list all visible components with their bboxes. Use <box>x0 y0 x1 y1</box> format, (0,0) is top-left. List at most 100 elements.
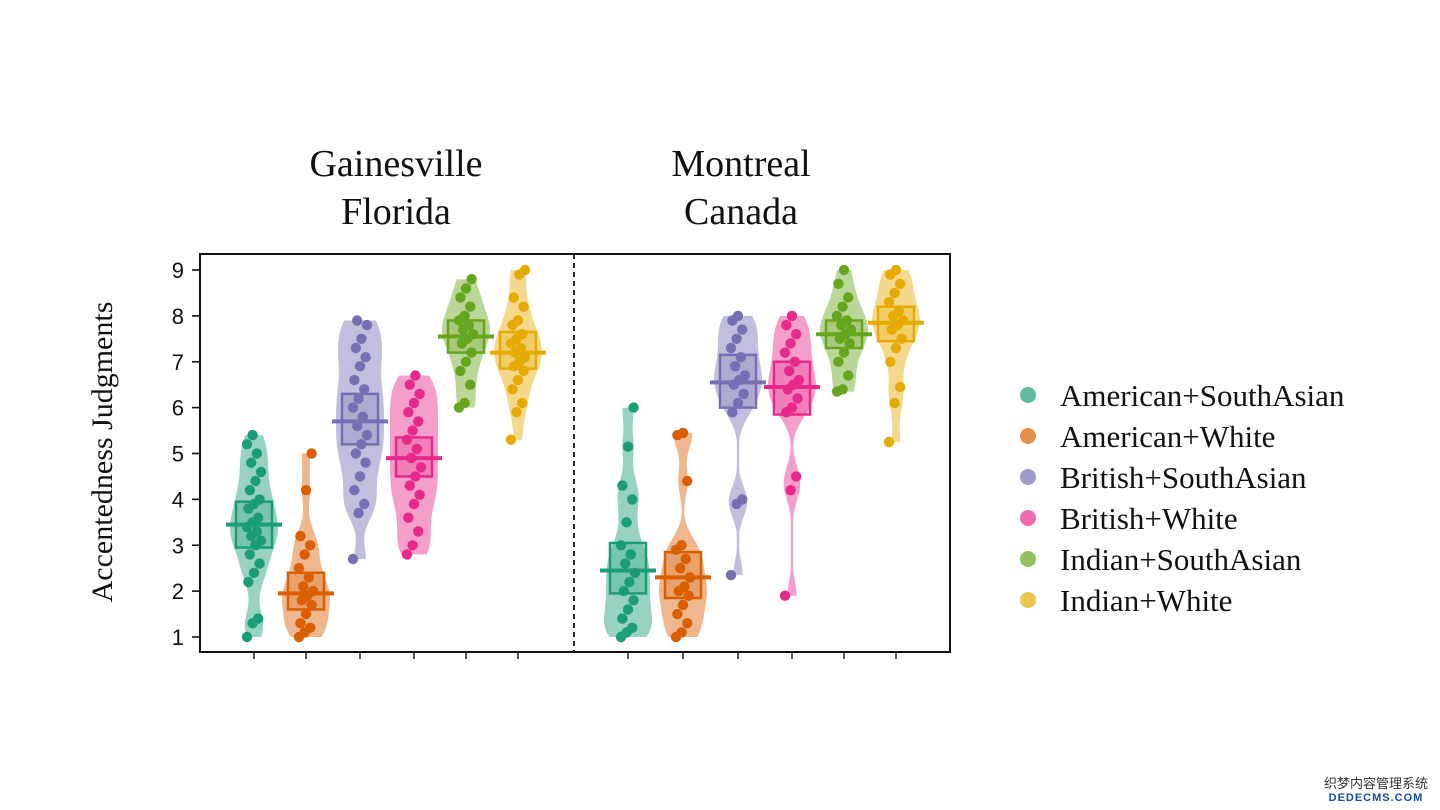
p1-british-southasian-point-1 <box>347 553 359 565</box>
p1-american-white-point-16 <box>300 485 312 496</box>
p2-british-southasian-point-16 <box>732 310 744 322</box>
p1-indian-southasian-point-6 <box>466 347 477 358</box>
p2-british-white-point-9 <box>793 374 805 386</box>
legend-swatch-british-southasian <box>1020 469 1036 485</box>
p1-british-white-point-11 <box>411 443 422 455</box>
legend-label-american-white: American+White <box>1060 419 1275 454</box>
p1-indian-white-point-6 <box>518 365 529 377</box>
p2-american-white-point-4 <box>672 608 683 620</box>
legend-label-indian-white: Indian+White <box>1060 583 1232 618</box>
p2-american-southasian-point-11 <box>625 549 636 560</box>
p1-indian-white-point-14 <box>517 329 528 340</box>
p1-american-white-point-11 <box>303 572 314 583</box>
p1-british-southasian-point-21 <box>352 315 363 326</box>
p2-british-white-point-10 <box>784 365 795 377</box>
p2-british-southasian-group <box>710 310 766 659</box>
y-tick-label-6: 6 <box>172 396 184 421</box>
p1-british-white-point-5 <box>408 498 420 510</box>
p1-british-white-point-16 <box>408 397 420 409</box>
p1-british-white-point-15 <box>403 407 414 418</box>
p1-american-southasian-point-1 <box>241 631 253 643</box>
p1-american-southasian-group <box>226 429 282 659</box>
p2-indian-southasian-point-14 <box>843 292 854 303</box>
p1-british-southasian-point-4 <box>349 485 360 496</box>
p1-british-southasian-point-20 <box>361 319 373 331</box>
p1-american-southasian-point-18 <box>244 485 255 496</box>
y-tick-label-4: 4 <box>172 487 184 512</box>
p1-british-southasian-point-17 <box>360 352 371 363</box>
p1-british-southasian-point-16 <box>354 361 366 372</box>
p2-indian-southasian-point-12 <box>831 310 843 322</box>
p2-american-white-point-10 <box>675 563 686 574</box>
p1-american-southasian-point-9 <box>255 535 267 546</box>
p2-american-white-violin <box>659 432 707 637</box>
y-tick-label-7: 7 <box>172 350 184 375</box>
p1-american-southasian-point-19 <box>250 475 261 487</box>
p1-american-white-point-10 <box>298 581 309 592</box>
p2-british-southasian-point-10 <box>730 361 741 372</box>
p2-american-white-point-16 <box>677 427 689 439</box>
y-axis: 1 2 3 4 5 6 7 8 9 <box>172 258 200 650</box>
p1-british-white-point-17 <box>414 388 425 400</box>
legend: American+SouthAsian American+White British… <box>1020 378 1345 618</box>
p2-american-white-point-3 <box>682 618 693 629</box>
p2-american-southasian-point-6 <box>628 595 639 606</box>
legend-label-british-southasian: British+SouthAsian <box>1060 460 1307 495</box>
p1-british-white-point-14 <box>413 416 424 427</box>
p1-american-southasian-point-17 <box>254 494 265 505</box>
p2-indian-white-point-14 <box>895 278 906 289</box>
p2-british-southasian-point-12 <box>725 342 737 354</box>
y-tick-label-2: 2 <box>172 579 184 604</box>
p1-american-southasian-point-21 <box>246 457 257 468</box>
p1-british-southasian-point-6 <box>360 457 371 468</box>
p2-indian-white-point-16 <box>890 264 902 276</box>
p2-indian-white-point-2 <box>889 397 900 409</box>
p2-indian-white-point-12 <box>883 296 895 308</box>
panel-title-1-line-2: Florida <box>341 191 451 233</box>
p1-british-southasian-point-5 <box>354 471 366 482</box>
p2-american-white-point-5 <box>677 599 689 611</box>
p1-british-white-point-18 <box>404 379 415 390</box>
p2-british-southasian-point-6 <box>738 388 749 400</box>
p1-american-white-point-6 <box>306 599 317 611</box>
p2-indian-southasian-point-15 <box>833 278 844 289</box>
p1-american-white-point-4 <box>295 618 306 629</box>
p2-american-white-point-14 <box>682 475 693 487</box>
p1-american-southasian-point-11 <box>251 526 262 537</box>
p1-british-southasian-point-2 <box>353 507 364 519</box>
legend-label-british-white: British+White <box>1060 501 1238 536</box>
p1-british-southasian-point-14 <box>359 384 370 395</box>
p1-american-white-group <box>278 448 334 659</box>
p2-american-white-point-2 <box>676 627 687 638</box>
p1-british-white-point-3 <box>413 526 424 537</box>
p1-british-white-point-4 <box>403 512 414 523</box>
p2-indian-white-point-1 <box>883 436 895 448</box>
p1-indian-southasian-point-4 <box>455 365 466 377</box>
p1-indian-white-point-4 <box>507 384 518 395</box>
watermark-line-1: 织梦内容管理系统 <box>1323 776 1428 791</box>
panel-title-1-line-1: Gainesville <box>309 143 482 185</box>
p2-british-southasian-point-9 <box>739 370 751 381</box>
p2-british-southasian-point-14 <box>737 324 748 335</box>
p2-indian-white-point-6 <box>896 333 907 344</box>
p2-american-southasian-point-4 <box>617 613 628 624</box>
y-tick-label-3: 3 <box>172 533 184 558</box>
p1-indian-southasian-point-11 <box>463 319 474 331</box>
p1-indian-white-point-16 <box>512 315 524 326</box>
p1-british-southasian-point-8 <box>356 439 367 450</box>
p1-indian-southasian-point-3 <box>465 379 476 390</box>
legend-swatch-american-white <box>1020 428 1036 444</box>
p2-british-white-point-11 <box>789 356 800 367</box>
legend-swatch-american-southasian <box>1020 387 1036 403</box>
p1-british-southasian-point-9 <box>361 429 373 441</box>
p2-british-white-point-3 <box>791 471 802 482</box>
p1-american-white-point-13 <box>299 549 310 560</box>
p1-indian-white-point-17 <box>518 301 529 312</box>
p2-british-white-point-16 <box>786 310 798 322</box>
p1-british-white-point-8 <box>410 471 421 482</box>
y-tick-label-5: 5 <box>172 442 184 467</box>
y-tick-label-9: 9 <box>172 258 184 283</box>
p1-american-southasian-point-23 <box>241 439 253 450</box>
p1-british-southasian-point-7 <box>350 448 361 459</box>
p2-american-white-group <box>655 427 711 659</box>
